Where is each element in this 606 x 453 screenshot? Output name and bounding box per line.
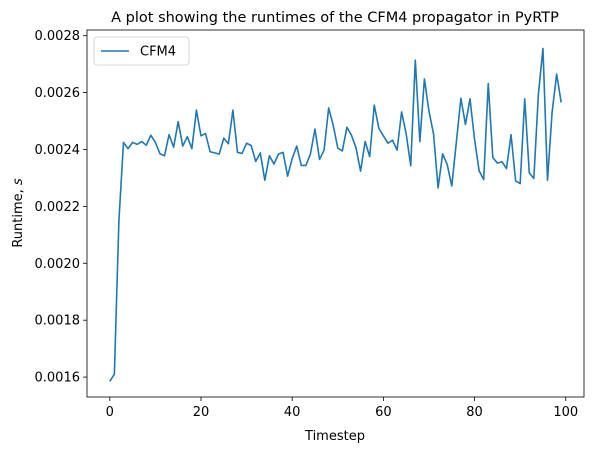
legend-label-cfm4: CFM4 xyxy=(140,45,176,60)
series-line-cfm4 xyxy=(109,47,562,382)
x-tick-label: 20 xyxy=(193,405,210,420)
y-axis-label-var: s xyxy=(11,178,26,185)
y-tick-label: 0.0016 xyxy=(35,371,81,386)
chart-title: A plot showing the runtimes of the CFM4 … xyxy=(111,10,559,26)
x-axis-label: Timestep xyxy=(304,429,365,444)
y-tick-label: 0.0028 xyxy=(35,29,81,44)
x-tick-label: 0 xyxy=(106,405,114,420)
legend: CFM4 xyxy=(93,36,190,66)
y-tick-label: 0.0022 xyxy=(35,200,81,215)
y-tick-label: 0.0024 xyxy=(35,143,81,158)
x-axis-ticks: 0 20 40 60 80 100 xyxy=(106,397,578,420)
x-tick-label: 40 xyxy=(284,405,301,420)
x-tick-label: 80 xyxy=(466,405,483,420)
y-tick-label: 0.0026 xyxy=(35,86,81,101)
x-tick-label: 100 xyxy=(553,405,578,420)
x-tick-label: 60 xyxy=(375,405,392,420)
y-tick-label: 0.0020 xyxy=(35,257,81,272)
legend-box xyxy=(93,36,190,66)
y-axis-label-prefix: Runtime, xyxy=(11,185,26,248)
plot-frame xyxy=(86,29,585,398)
y-tick-label: 0.0018 xyxy=(35,314,81,329)
y-axis-label: Runtime, s xyxy=(11,178,26,248)
y-axis-ticks: 0.0016 0.0018 0.0020 0.0022 0.0024 0.0026 0.00… xyxy=(35,29,87,386)
